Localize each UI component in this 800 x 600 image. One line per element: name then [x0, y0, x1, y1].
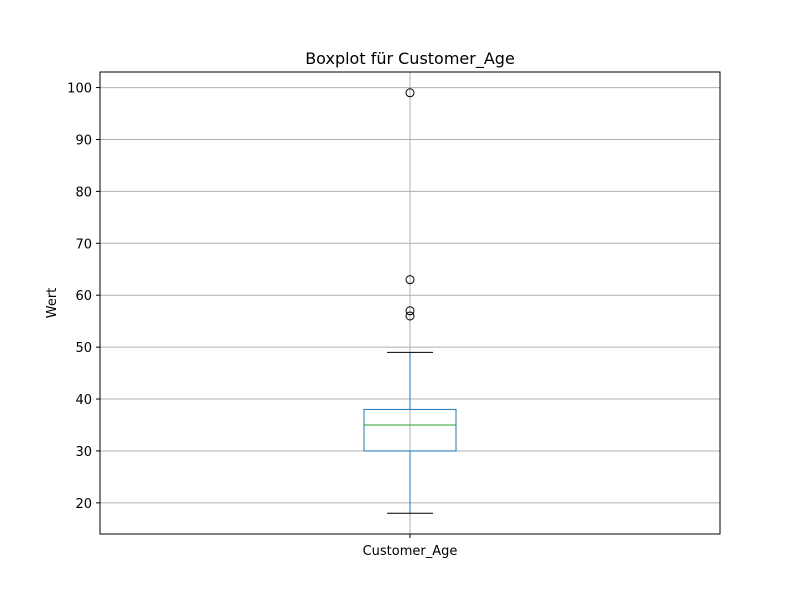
outlier-point [405, 306, 415, 316]
y-tick-label: 40 [75, 393, 92, 408]
outlier-point [405, 275, 415, 285]
y-tick-label: 70 [75, 237, 92, 252]
y-tick-label: 60 [75, 289, 92, 304]
iqr-box [363, 408, 457, 452]
outliers-group [405, 88, 415, 321]
outlier-point [405, 88, 415, 98]
chart-title: Boxplot für Customer_Age [305, 49, 515, 69]
y-tick-label: 50 [75, 341, 92, 356]
y-tick-label: 30 [75, 445, 92, 460]
y-axis-label: Wert [45, 288, 60, 319]
y-tick-label: 100 [67, 82, 92, 97]
x-axis-ticks: Customer_Age [363, 534, 458, 559]
y-tick-label: 20 [75, 497, 92, 512]
y-tick-label: 90 [75, 133, 92, 148]
box-plot-group [363, 351, 457, 514]
y-axis-ticks: 20 30 40 50 60 70 80 90 100 [67, 82, 100, 512]
y-tick-label: 80 [75, 185, 92, 200]
x-tick-label: Customer_Age [363, 544, 458, 559]
outlier-point [405, 311, 415, 321]
